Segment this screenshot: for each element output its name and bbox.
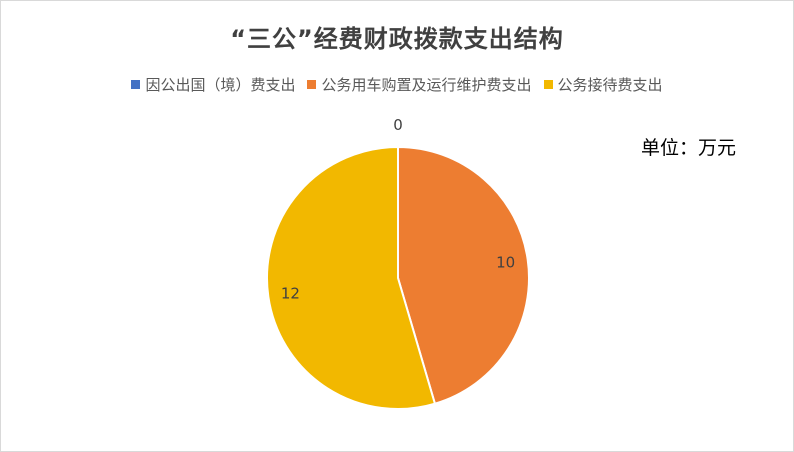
legend-label: 公务接待费支出 xyxy=(557,76,663,94)
legend: 因公出国（境）费支出 公务用车购置及运行维护费支出 公务接待费支出 xyxy=(1,74,793,95)
legend-label: 公务用车购置及运行维护费支出 xyxy=(321,76,532,94)
unit-annotation: 单位：万元 xyxy=(641,137,737,159)
data-label: 12 xyxy=(281,284,300,302)
legend-swatch xyxy=(307,80,317,89)
pie-slice xyxy=(397,145,531,405)
legend-item: 因公出国（境）费支出 xyxy=(131,74,295,95)
legend-item: 公务接待费支出 xyxy=(543,74,663,95)
legend-swatch xyxy=(543,80,553,89)
data-label: 0 xyxy=(393,116,403,134)
pie-slice xyxy=(266,145,437,410)
legend-item: 公务用车购置及运行维护费支出 xyxy=(307,74,532,95)
chart-title: “三公”经费财政拨款支出结构 xyxy=(230,25,564,53)
legend-swatch xyxy=(131,80,141,89)
data-label: 10 xyxy=(496,254,515,272)
legend-label: 因公出国（境）费支出 xyxy=(145,76,296,94)
